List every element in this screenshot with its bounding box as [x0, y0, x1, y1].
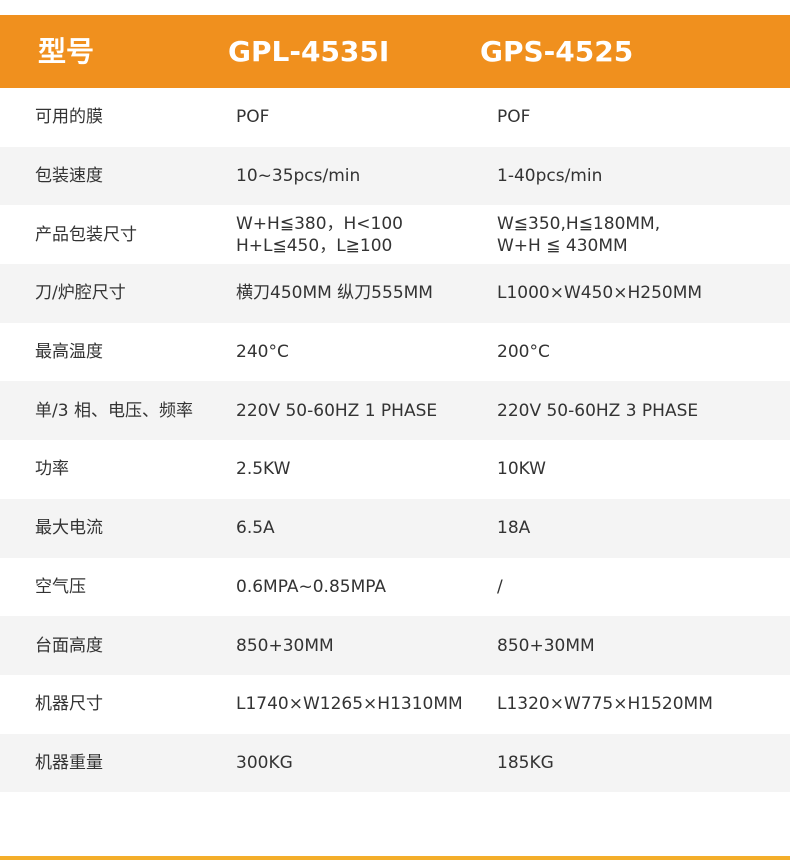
model-2-value: POF — [497, 107, 531, 128]
row-label: 单/3 相、电压、频率 — [35, 400, 193, 421]
table-row: 刀/炉腔尺寸 横刀450MM 纵刀555MM L1000×W450×H250MM — [0, 264, 790, 323]
table-row: 最大电流 6.5A 18A — [0, 498, 790, 558]
model-2-value: W≦350,H≦180MM, W+H ≦ 430MM — [497, 213, 661, 256]
row-label: 台面高度 — [35, 635, 103, 656]
table-row: 可用的膜 POF POF — [0, 88, 790, 147]
model-2-value: 18A — [497, 518, 531, 539]
model-1-value: W+H≦380，H<100 H+L≦450，L≧100 — [236, 213, 404, 256]
row-label: 机器重量 — [35, 752, 103, 773]
row-label: 产品包装尺寸 — [35, 224, 137, 245]
model-2-value: / — [497, 576, 503, 597]
header-model-2: GPS-4525 — [480, 35, 634, 68]
table-row: 机器重量 300KG 185KG — [0, 733, 790, 793]
table-row: 功率 2.5KW 10KW — [0, 440, 790, 499]
model-2-value: 185KG — [497, 752, 554, 773]
model-1-value: 0.6MPA~0.85MPA — [236, 576, 387, 597]
table-row: 机器尺寸 L1740×W1265×H1310MM L1320×W775×H1520M… — [0, 675, 790, 734]
row-label: 包装速度 — [35, 166, 103, 187]
row-label: 最大电流 — [35, 518, 103, 539]
model-1-value: 2.5KW — [236, 459, 291, 480]
bottom-divider — [0, 856, 790, 860]
model-2-value: 10KW — [497, 459, 546, 480]
row-label: 可用的膜 — [35, 107, 103, 128]
row-label: 空气压 — [35, 576, 86, 597]
model-1-value: 850+30MM — [236, 635, 334, 656]
model-2-value: 1-40pcs/min — [497, 166, 603, 187]
table-row: 台面高度 850+30MM 850+30MM — [0, 616, 790, 675]
model-2-value: L1320×W775×H1520MM — [497, 694, 713, 715]
table-row: 产品包装尺寸 W+H≦380，H<100 H+L≦450，L≧100 W≦350,H… — [0, 205, 790, 264]
model-1-value: 横刀450MM 纵刀555MM — [236, 283, 433, 304]
table-row: 包装速度 10~35pcs/min 1-40pcs/min — [0, 146, 790, 206]
row-label: 机器尺寸 — [35, 694, 103, 715]
model-2-value: 850+30MM — [497, 635, 595, 656]
model-1-value: 220V 50-60HZ 1 PHASE — [236, 400, 438, 421]
model-1-value: POF — [236, 107, 270, 128]
model-2-value: L1000×W450×H250MM — [497, 283, 703, 304]
row-label: 功率 — [35, 459, 69, 480]
row-label: 刀/炉腔尺寸 — [35, 283, 126, 304]
header-label: 型号 — [38, 35, 95, 68]
table-row: 空气压 0.6MPA~0.85MPA / — [0, 558, 790, 617]
table-header: 型号 GPL-4535I GPS-4525 — [0, 15, 790, 88]
model-1-value: 240°C — [236, 342, 289, 363]
model-1-value: 6.5A — [236, 518, 275, 539]
table-row: 最高温度 240°C 200°C — [0, 323, 790, 382]
model-1-value: 10~35pcs/min — [236, 166, 361, 187]
model-1-value: 300KG — [236, 752, 293, 773]
model-2-value: 220V 50-60HZ 3 PHASE — [497, 400, 699, 421]
row-label: 最高温度 — [35, 342, 103, 363]
model-1-value: L1740×W1265×H1310MM — [236, 694, 463, 715]
model-2-value: 200°C — [497, 342, 550, 363]
header-model-1: GPL-4535I — [228, 35, 390, 68]
spec-table: 可用的膜 POF POF 包装速度 10~35pcs/min 1-40pcs/min 产品包… — [0, 88, 790, 793]
table-row: 单/3 相、电压、频率 220V 50-60HZ 1 PHASE 220V 50-6… — [0, 381, 790, 441]
